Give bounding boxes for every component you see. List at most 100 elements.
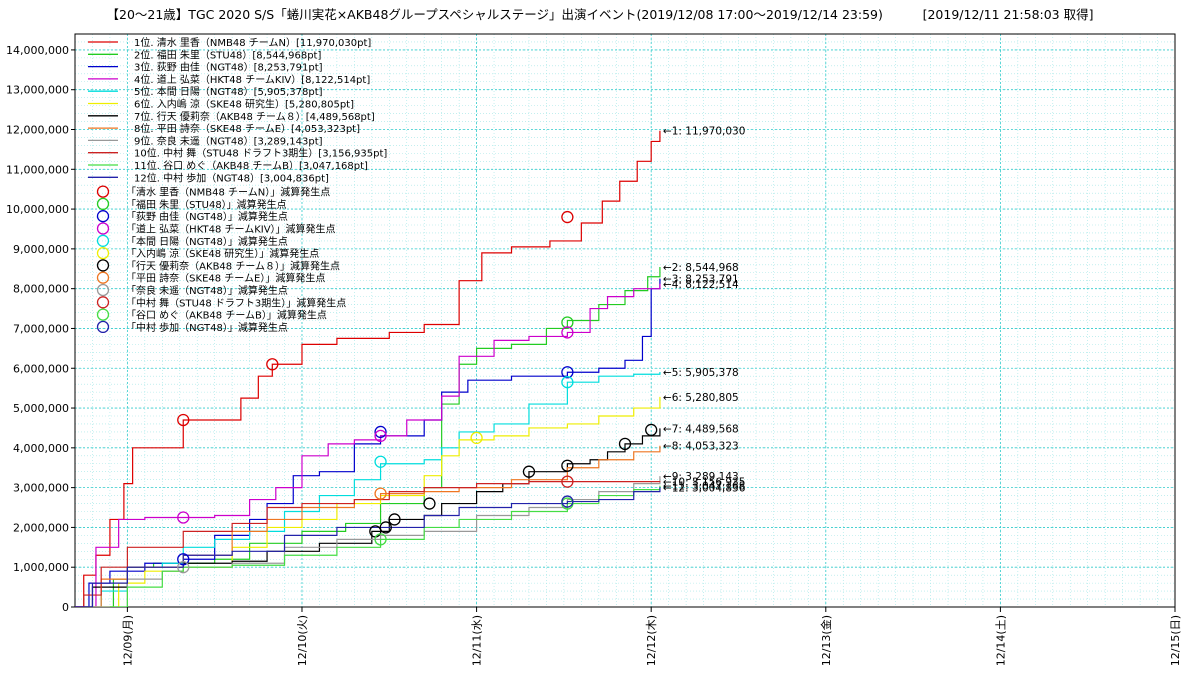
end-label-5: ←5: 5,905,378 bbox=[663, 367, 739, 379]
y-tick-label: 10,000,000 bbox=[6, 203, 69, 216]
deduction-marker-5 bbox=[561, 376, 574, 389]
legend-marker-label-10: 「中村 舞（STU48 ドラフト3期生）」減算発生点 bbox=[126, 296, 346, 309]
deduction-marker-1 bbox=[561, 210, 574, 224]
deduction-marker-4 bbox=[177, 511, 190, 524]
x-axis: 12/09(月) 12/10(火) 12/11(水) 12/12(木) 12/13(金)… bbox=[121, 607, 1182, 666]
end-label-6: ←6: 5,280,805 bbox=[663, 392, 739, 404]
legend-marker-8 bbox=[96, 271, 110, 284]
legend-marker-label-12: 「中村 歩加（NGT48）」減算発生点 bbox=[126, 321, 288, 334]
y-tick-label: 5,000,000 bbox=[13, 402, 69, 415]
deduction-marker-4 bbox=[561, 326, 574, 339]
legend-label-9: 9位. 奈良 未遥（NGT48）[3,289,143pt] bbox=[134, 134, 323, 147]
legend-label-4: 4位. 道上 弘菜（HKT48 チームKIV）[8,122,514pt] bbox=[134, 73, 370, 86]
end-label-1: ←1: 11,970,030 bbox=[663, 126, 745, 138]
deduction-marker-7 bbox=[522, 465, 536, 478]
legend-marker-7 bbox=[96, 259, 110, 272]
x-tick-label: 12/09(月) bbox=[121, 615, 134, 666]
deduction-marker-7 bbox=[618, 437, 632, 451]
y-tick-label: 8,000,000 bbox=[13, 283, 69, 296]
deduction-marker-1 bbox=[177, 413, 190, 427]
legend-label-3: 3位. 荻野 由佳（NGT48）[8,253,791pt] bbox=[134, 61, 323, 74]
legend-label-6: 6位. 入内嶋 涼（SKE48 研究生）[5,280,805pt] bbox=[134, 98, 354, 111]
deduction-marker-3 bbox=[177, 553, 190, 566]
y-tick-label: 6,000,000 bbox=[13, 362, 69, 375]
y-tick-label: 2,000,000 bbox=[13, 521, 69, 534]
y-tick-label: 9,000,000 bbox=[13, 243, 69, 256]
deduction-marker-6 bbox=[470, 431, 483, 445]
legend-marker-label-8: 「平田 詩奈（SKE48 チームE）」減算発生点 bbox=[126, 272, 325, 285]
deduction-marker-7 bbox=[645, 423, 658, 437]
legend-marker-12 bbox=[96, 320, 110, 334]
y-tick-label: 3,000,000 bbox=[13, 482, 69, 495]
legend-marker-11 bbox=[96, 308, 110, 321]
x-tick-label: 12/12(木) bbox=[645, 615, 658, 666]
deduction-marker-8 bbox=[374, 487, 387, 500]
series-line-12 bbox=[75, 487, 661, 607]
deduction-marker-7 bbox=[379, 521, 392, 534]
end-label-7: ←7: 4,489,568 bbox=[663, 423, 739, 435]
legend-label-5: 5位. 本間 日陽（NGT48）[5,905,378pt] bbox=[134, 85, 323, 98]
chart-title: 【20〜21歳】TGC 2020 S/S「蜷川実花×AKB48グループスペシャル… bbox=[106, 7, 1094, 22]
deduction-marker-2 bbox=[561, 316, 574, 329]
y-tick-label: 13,000,000 bbox=[6, 84, 69, 97]
deduction-marker-9 bbox=[177, 561, 190, 574]
series-line-5 bbox=[83, 372, 661, 607]
deduction-marker-11 bbox=[374, 533, 387, 546]
legend-label-11: 11位. 谷口 めぐ（AKB48 チームB）[3,047,168pt] bbox=[134, 159, 368, 172]
x-tick-label: 12/13(金) bbox=[819, 615, 833, 666]
legend-marker-label-11: 「谷口 めぐ（AKB48 チームB）」減算発生点 bbox=[126, 309, 327, 322]
end-label-11: ←11: 3,047,168 bbox=[663, 481, 745, 493]
deduction-marker-7 bbox=[388, 513, 401, 526]
y-tick-label: 11,000,000 bbox=[6, 163, 69, 176]
marker-layer bbox=[177, 210, 658, 574]
legend-label-7: 7位. 行天 優莉奈（AKB48 チーム８）[4,489,568pt] bbox=[134, 110, 375, 123]
x-tick-label: 12/10(火) bbox=[296, 615, 309, 666]
end-label-3: ←3: 8,253,791 bbox=[663, 274, 739, 286]
end-label-8: ←8: 4,053,323 bbox=[663, 441, 739, 453]
legend-marker-label-4: 「道上 弘菜（HKT48 チームKIV）」減算発生点 bbox=[126, 223, 336, 236]
series-line-1 bbox=[75, 130, 661, 607]
legend-marker-label-9: 「奈良 未遥（NGT48）」減算発生点 bbox=[126, 284, 288, 297]
y-tick-label: 7,000,000 bbox=[13, 322, 69, 335]
legend-label-1: 1位. 清水 里香（NMB48 チームN）[11,970,030pt] bbox=[134, 36, 371, 49]
y-tick-label: 4,000,000 bbox=[13, 442, 69, 455]
end-label-10: ←10: 3,156,935 bbox=[663, 476, 745, 488]
deduction-marker-12 bbox=[561, 495, 574, 508]
legend-marker-label-6: 「入内嶋 涼（SKE48 研究生）」減算発生点 bbox=[126, 247, 319, 260]
x-tick-label: 12/14(土) bbox=[994, 615, 1007, 666]
x-tick-label: 12/15(日) bbox=[1169, 615, 1182, 666]
deduction-marker-4 bbox=[374, 429, 387, 443]
legend-marker-9 bbox=[96, 283, 110, 297]
end-label-2: ←2: 8,544,968 bbox=[663, 262, 739, 274]
legend-marker-1 bbox=[96, 185, 110, 198]
legend-marker-5 bbox=[96, 234, 110, 247]
legend-marker-3 bbox=[96, 210, 110, 223]
legend-marker-label-7: 「行天 優莉奈（AKB48 チーム８）」減算発生点 bbox=[126, 259, 340, 272]
legend-marker-label-1: 「清水 里香（NMB48 チームN）」減算発生点 bbox=[126, 186, 330, 199]
legend-marker-4 bbox=[96, 222, 110, 235]
legend-marker-10 bbox=[96, 296, 110, 309]
series-line-10 bbox=[75, 481, 661, 607]
deduction-marker-7 bbox=[423, 497, 436, 510]
deduction-marker-5 bbox=[374, 455, 387, 468]
legend-marker-label-3: 「荻野 由佳（NGT48）」減算発生点 bbox=[126, 210, 288, 223]
y-tick-label: 0 bbox=[62, 601, 69, 614]
end-label-4: ←4: 8,122,514 bbox=[663, 279, 739, 291]
legend-label-10: 10位. 中村 舞（STU48 ドラフト3期生）[3,156,935pt] bbox=[134, 147, 387, 160]
y-axis: 0 1,000,000 2,000,000 3,000,000 4,000,000 5,0… bbox=[6, 44, 75, 614]
deduction-marker-3 bbox=[374, 425, 387, 439]
deduction-marker-1 bbox=[266, 358, 279, 371]
legend-label-2: 2位. 福田 朱里（STU48）[8,544,968pt] bbox=[134, 48, 321, 61]
legend-marker-label-2: 「福田 朱里（STU48）」減算発生点 bbox=[126, 198, 287, 211]
y-tick-label: 14,000,000 bbox=[6, 44, 69, 57]
y-tick-label: 12,000,000 bbox=[6, 124, 69, 137]
legend-marker-6 bbox=[96, 246, 110, 260]
legend-marker-2 bbox=[96, 197, 110, 211]
legend-marker-label-5: 「本間 日陽（NGT48）」減算発生点 bbox=[126, 235, 288, 248]
y-tick-label: 1,000,000 bbox=[13, 561, 69, 574]
deduction-marker-10 bbox=[561, 475, 574, 488]
plot-frame bbox=[74, 33, 1176, 608]
end-label-12: ←12: 3,004,836 bbox=[663, 482, 746, 494]
end-label-9: ←9: 3,289,143 bbox=[663, 471, 739, 483]
